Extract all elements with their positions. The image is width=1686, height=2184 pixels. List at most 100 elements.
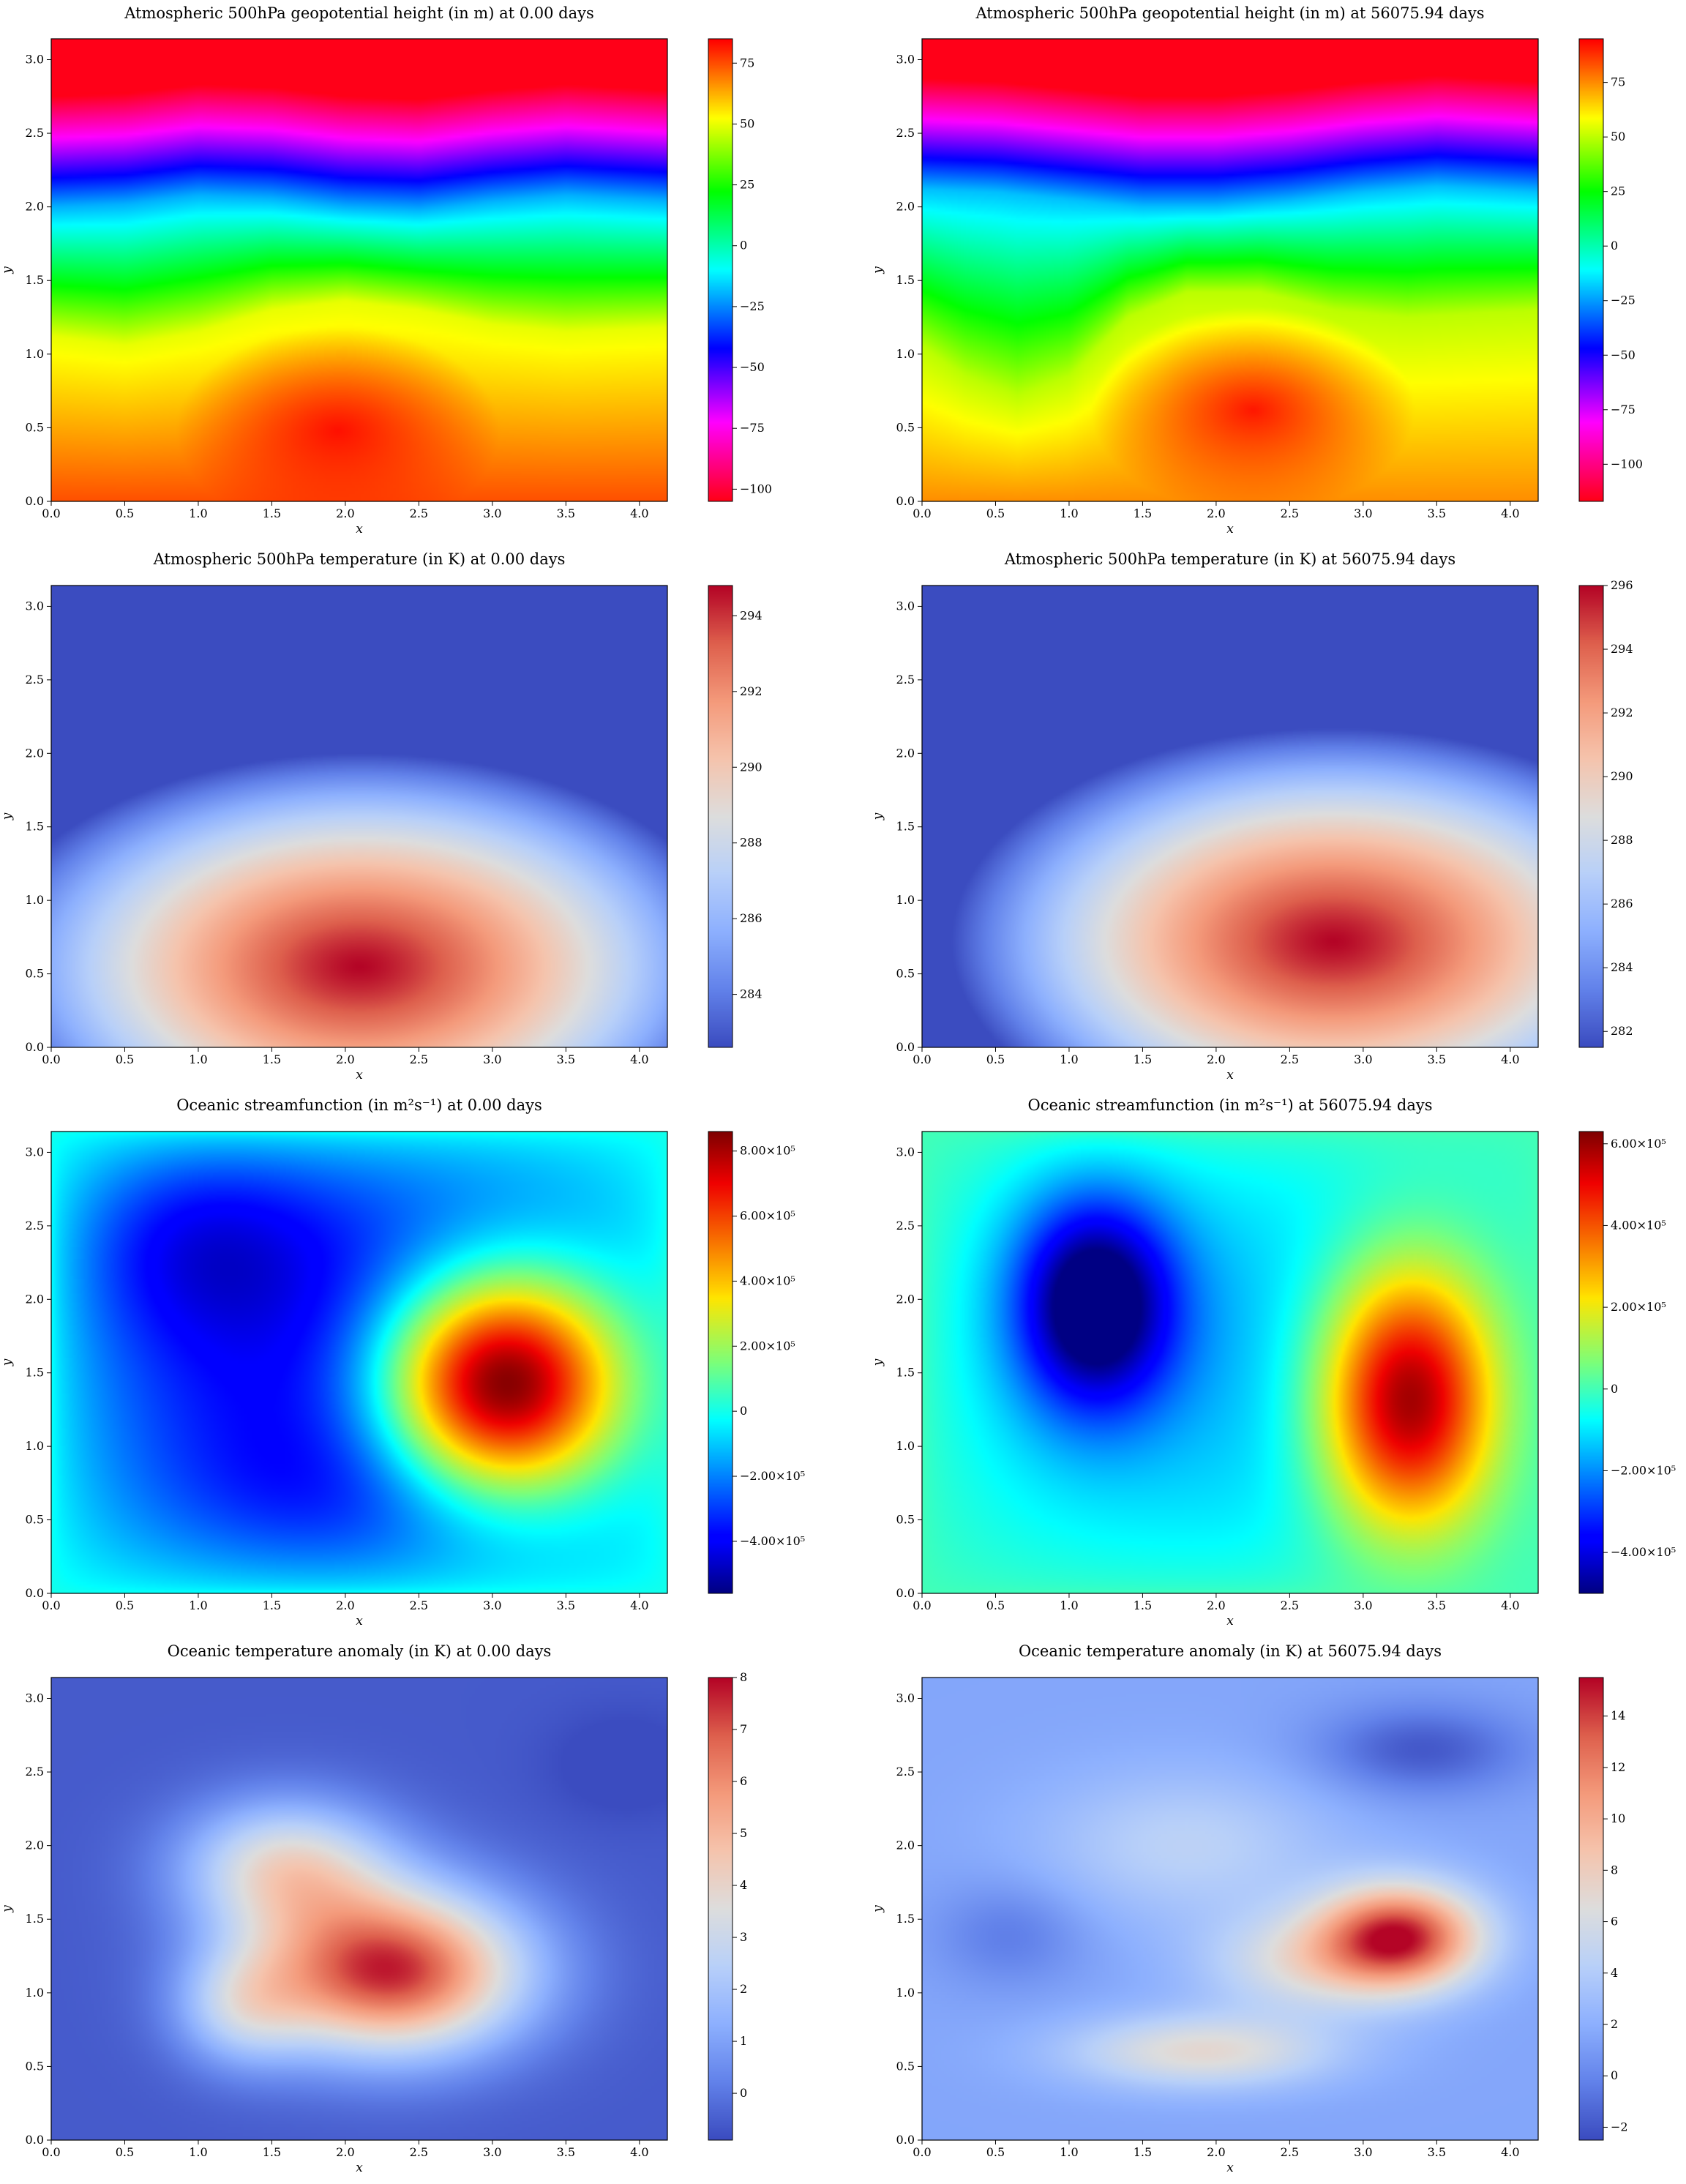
colorbar-gradient — [1579, 39, 1603, 501]
x-tick-label: 3.0 — [483, 1598, 501, 1612]
subplot-6: Oceanic streamfunction (in m²s⁻¹) at 560… — [871, 1096, 1676, 1628]
x-axis-label: x — [356, 522, 363, 536]
colorbar-tick-label: 6 — [740, 1774, 747, 1788]
x-tick-label: 0.0 — [42, 506, 60, 520]
x-axis-label: x — [356, 2161, 363, 2175]
y-tick-label: 1.0 — [896, 893, 915, 907]
colorbar-frame — [1578, 585, 1604, 1048]
x-tick-label: 1.5 — [1134, 1598, 1152, 1612]
y-tick-label: 2.0 — [896, 1839, 915, 1852]
colorbar-tick-label: −2.00×10⁵ — [1611, 1463, 1676, 1477]
colorbar-tick-label: 0 — [740, 239, 747, 253]
colorbar-tick-label: 296 — [1611, 578, 1633, 592]
x-tick-label: 1.0 — [189, 2145, 207, 2159]
y-tick-label: 2.0 — [26, 746, 44, 760]
plot-frame — [50, 1131, 668, 1594]
heatmap-image — [922, 39, 1538, 501]
x-tick-label: 3.5 — [557, 1598, 575, 1612]
colorbar-tick-label: 284 — [1611, 960, 1633, 974]
colorbar-gradient — [708, 1678, 733, 2140]
colorbar-tick-label: 294 — [1611, 642, 1633, 656]
y-tick-label: 2.5 — [896, 126, 915, 140]
x-tick-label: 3.0 — [483, 2145, 501, 2159]
colorbar-tick-label: 292 — [1611, 706, 1633, 719]
y-tick-label: 3.0 — [896, 52, 915, 66]
x-tick-label: 0.0 — [42, 2145, 60, 2159]
y-tick-label: 1.0 — [896, 1986, 915, 2000]
colorbar-tick-label: −50 — [1611, 348, 1636, 362]
x-tick-label: 1.0 — [189, 506, 207, 520]
colorbar-tick-label: 2 — [1611, 2017, 1618, 2031]
y-tick-label: 0.0 — [896, 1040, 915, 1054]
y-axis-label: y — [0, 812, 15, 820]
x-tick-label: 0.0 — [913, 1598, 931, 1612]
colorbar-tick-label: 25 — [740, 178, 754, 192]
colorbar-tick-label: 6.00×10⁵ — [740, 1209, 795, 1223]
colorbar-tick-label: 0 — [1611, 239, 1618, 253]
x-tick-label: 0.5 — [986, 1052, 1005, 1066]
y-tick-label: 2.5 — [26, 1219, 44, 1233]
x-tick-label: 4.0 — [1501, 1598, 1519, 1612]
x-tick-label: 3.0 — [1354, 506, 1372, 520]
colorbar-tick-label: 12 — [1611, 1760, 1625, 1774]
x-tick-label: 0.0 — [42, 1052, 60, 1066]
x-tick-label: 3.0 — [1354, 1598, 1372, 1612]
x-tick-label: 1.0 — [1060, 2145, 1078, 2159]
subplot-3: Atmospheric 500hPa temperature (in K) at… — [0, 550, 763, 1082]
y-tick-label: 0.5 — [26, 1513, 44, 1527]
colorbar-tick-label: −75 — [740, 421, 765, 435]
y-tick-label: 1.5 — [896, 820, 915, 834]
colorbar-tick-label: 4.00×10⁵ — [1611, 1218, 1666, 1232]
colorbar-tick-label: 8 — [1611, 1863, 1618, 1877]
x-tick-label: 3.0 — [1354, 2145, 1372, 2159]
x-tick-label: 3.5 — [1428, 2145, 1446, 2159]
y-tick-label: 0.0 — [26, 1040, 44, 1054]
x-axis-label: x — [1226, 1068, 1234, 1082]
y-tick-label: 2.5 — [26, 1765, 44, 1779]
colorbar-tick-label: 0 — [1611, 1382, 1618, 1396]
x-tick-label: 2.5 — [410, 1052, 428, 1066]
y-tick-label: 3.0 — [26, 1691, 44, 1705]
colorbar-frame — [1578, 1677, 1604, 2141]
x-axis-label: x — [1226, 2161, 1234, 2175]
colorbar-gradient — [708, 39, 733, 501]
subplot-2: Atmospheric 500hPa geopotential height (… — [871, 4, 1643, 536]
x-tick-label: 0.0 — [913, 506, 931, 520]
colorbar-tick-label: 6.00×10⁵ — [1611, 1137, 1666, 1151]
colorbar-tick-label: 4 — [740, 1878, 747, 1892]
colorbar-tick-label: −75 — [1611, 403, 1636, 416]
y-tick-label: 1.5 — [26, 1912, 44, 1926]
x-tick-label: 2.0 — [1207, 1598, 1225, 1612]
colorbar-tick-label: 3 — [740, 1930, 747, 1944]
x-axis-label: x — [1226, 1614, 1234, 1628]
colorbar-tick-label: 290 — [1611, 769, 1633, 783]
chart-title: Oceanic temperature anomaly (in K) at 56… — [1019, 1642, 1442, 1660]
x-tick-label: 1.5 — [263, 1052, 281, 1066]
chart-title: Atmospheric 500hPa temperature (in K) at… — [1004, 550, 1455, 568]
colorbar-frame — [1578, 38, 1604, 502]
x-tick-label: 0.5 — [116, 506, 134, 520]
colorbar-tick-label: 75 — [740, 56, 754, 70]
colorbar-tick-label: 294 — [740, 608, 763, 622]
x-tick-label: 3.0 — [1354, 1052, 1372, 1066]
y-tick-label: 0.0 — [896, 2133, 915, 2147]
x-tick-label: 2.5 — [410, 1598, 428, 1612]
subplot-8: Oceanic temperature anomaly (in K) at 56… — [871, 1642, 1628, 2175]
x-tick-label: 2.0 — [1207, 2145, 1225, 2159]
colorbar-tick-label: 8.00×10⁵ — [740, 1144, 795, 1158]
y-axis-label: y — [0, 266, 15, 274]
colorbar-tick-label: 1 — [740, 2034, 747, 2048]
colorbar-tick-label: −2 — [1611, 2120, 1628, 2133]
y-tick-label: 2.5 — [26, 126, 44, 140]
x-tick-label: 2.5 — [410, 506, 428, 520]
colorbar-gradient — [1579, 586, 1603, 1047]
x-tick-label: 0.5 — [116, 1598, 134, 1612]
y-tick-label: 0.0 — [26, 2133, 44, 2147]
y-tick-label: 0.5 — [26, 967, 44, 981]
colorbar-tick-label: 14 — [1611, 1709, 1625, 1723]
colorbar-tick-label: 50 — [740, 116, 754, 130]
x-tick-label: 4.0 — [1501, 2145, 1519, 2159]
colorbar-tick-label: −100 — [1611, 457, 1643, 471]
x-tick-label: 2.0 — [1207, 1052, 1225, 1066]
y-tick-label: 2.5 — [896, 673, 915, 687]
